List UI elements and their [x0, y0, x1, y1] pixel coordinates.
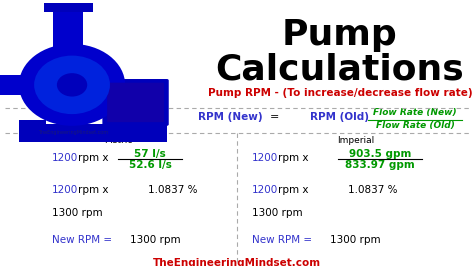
Circle shape — [34, 56, 110, 114]
FancyBboxPatch shape — [53, 3, 83, 50]
Text: 57 l/s: 57 l/s — [134, 149, 166, 159]
Text: Pump RPM - (To increase/decrease flow rate): Pump RPM - (To increase/decrease flow ra… — [208, 88, 472, 98]
Text: rpm x: rpm x — [78, 153, 109, 163]
Text: RPM (New): RPM (New) — [198, 112, 262, 122]
Circle shape — [57, 73, 87, 97]
Text: rpm x: rpm x — [278, 185, 309, 195]
FancyBboxPatch shape — [107, 83, 164, 122]
Text: rpm x: rpm x — [78, 185, 109, 195]
FancyBboxPatch shape — [0, 75, 28, 95]
Text: 1300 rpm: 1300 rpm — [330, 235, 381, 245]
Text: RPM (Old): RPM (Old) — [310, 112, 369, 122]
Text: 1300 rpm: 1300 rpm — [52, 208, 103, 218]
Text: Imperial: Imperial — [337, 136, 374, 145]
FancyBboxPatch shape — [19, 120, 46, 127]
FancyBboxPatch shape — [99, 78, 118, 92]
Text: TheEngineeringMindset.com: TheEngineeringMindset.com — [153, 258, 321, 266]
Text: =: = — [270, 112, 280, 122]
FancyBboxPatch shape — [102, 79, 169, 126]
Text: 1300 rpm: 1300 rpm — [252, 208, 302, 218]
Text: Flow Rate (Old): Flow Rate (Old) — [375, 121, 455, 130]
Text: 903.5 gpm: 903.5 gpm — [349, 149, 411, 159]
FancyBboxPatch shape — [44, 3, 93, 12]
Text: Flow Rate (New): Flow Rate (New) — [373, 108, 457, 117]
Circle shape — [19, 44, 125, 126]
Text: 1200: 1200 — [52, 185, 78, 195]
Text: Metric: Metric — [104, 136, 132, 145]
Text: 52.6 l/s: 52.6 l/s — [128, 160, 172, 170]
Text: 1.0837 %: 1.0837 % — [348, 185, 398, 195]
Text: TheEngineeringMindset.com: TheEngineeringMindset.com — [38, 130, 108, 135]
Text: rpm x: rpm x — [278, 153, 309, 163]
Text: New RPM =: New RPM = — [252, 235, 315, 245]
Text: Calculations: Calculations — [216, 52, 465, 86]
Text: 1200: 1200 — [52, 153, 78, 163]
Text: Pump: Pump — [282, 18, 398, 52]
Text: 833.97 gpm: 833.97 gpm — [345, 160, 415, 170]
Text: Formula:: Formula: — [114, 112, 166, 122]
Text: 1.0837 %: 1.0837 % — [148, 185, 198, 195]
Text: New RPM =: New RPM = — [52, 235, 115, 245]
Text: 1200: 1200 — [252, 153, 278, 163]
FancyBboxPatch shape — [121, 120, 148, 127]
FancyBboxPatch shape — [19, 124, 167, 142]
Text: 1300 rpm: 1300 rpm — [130, 235, 181, 245]
Text: 1200: 1200 — [252, 185, 278, 195]
